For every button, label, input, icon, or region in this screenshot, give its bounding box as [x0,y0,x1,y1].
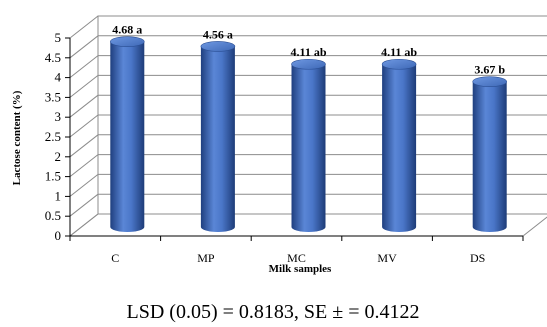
bar-cap [381,58,417,70]
bar-cap [200,41,236,52]
gridline-side [69,55,99,78]
y-tick-label: 5 [55,30,62,45]
y-tick-label: 0.5 [45,208,61,223]
x-tick-label: MV [377,251,397,265]
y-axis-title: Lactose content (%) [11,90,23,185]
x-tick-label: MC [287,251,306,265]
bar-data-label: 4.11 ab [381,45,417,59]
y-tick-label: 3.5 [45,89,61,104]
bar-body [472,81,507,232]
gridline-side [69,94,99,118]
y-tick-label: 2.5 [45,129,61,144]
bar-body [200,46,235,233]
bar-body [110,41,145,233]
bar-data-label: 4.56 a [203,27,233,41]
bar: 3.67 b [472,63,508,232]
gridline-side [69,134,99,158]
bar: 4.56 a [200,27,236,233]
bar-data-label: 4.11 ab [290,45,326,59]
bar: 4.11 ab [290,45,327,232]
y-tick-label: 3 [55,109,62,124]
y-tick-label: 4 [55,70,62,85]
bars: 4.68 a 4.56 a 4.11 ab 4.11 ab 3.67 b [110,23,508,233]
y-tick-label: 0 [55,228,62,243]
bar: 4.11 ab [381,45,417,232]
bar-cap [472,76,508,87]
axes [65,37,524,241]
y-tick-label: 2 [55,149,62,164]
gridline-side [69,193,99,217]
gridline-side [69,35,99,59]
y-tick-label: 4.5 [45,50,61,65]
y-tick-label: 1 [55,188,62,203]
bar: 4.68 a [110,23,145,233]
gridline-side [69,114,99,138]
gridline-side [69,15,99,39]
x-tick-label: C [111,251,119,265]
gridline-side [69,154,99,177]
bar-cap [110,36,145,47]
x-axis-title: Milk samples [269,263,332,275]
x-tick-label: DS [470,251,485,265]
gridline-side [69,75,99,98]
bar-body [382,64,417,232]
x-tick-label: MP [197,251,215,265]
bar-data-label: 4.68 a [112,23,142,37]
bar-data-label: 3.67 b [474,63,505,77]
y-tick-label: 1.5 [45,169,61,184]
gridline-side [69,213,99,237]
bar-body [291,64,326,232]
footnote: LSD (0.05) = 0.8183, SE ± = 0.4122 [127,301,420,323]
x-tick-labels: C MP MC MV DS [111,251,485,265]
bar-cap [291,58,326,70]
y-tick-labels: 0 0.5 1 1.5 2 2.5 3 3.5 4 4.5 5 [45,30,62,243]
gridline-side [69,174,99,197]
